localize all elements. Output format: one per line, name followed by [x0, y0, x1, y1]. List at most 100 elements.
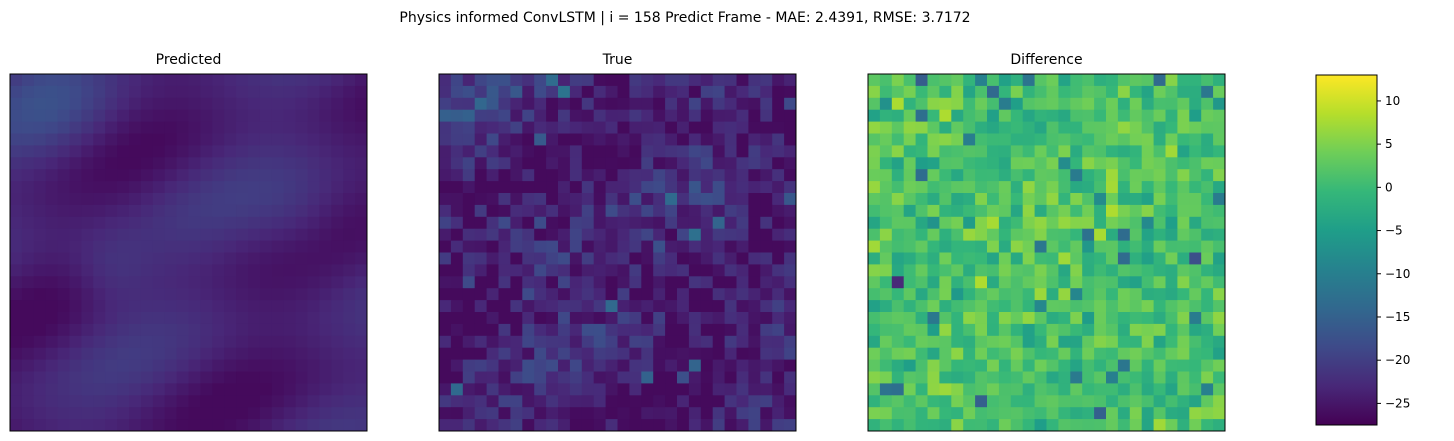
heatmap-cell [164, 204, 178, 218]
heatmap-cell [939, 419, 952, 432]
heatmap-cell [295, 145, 308, 158]
heatmap-cell [164, 157, 178, 170]
heatmap-cell [355, 97, 368, 111]
heatmap-cell [1129, 181, 1143, 194]
heatmap-cell [772, 264, 785, 277]
heatmap-cell [200, 228, 213, 242]
heatmap-cell [1106, 240, 1119, 253]
heatmap-cell [605, 252, 618, 265]
heatmap-cell [963, 204, 976, 218]
heatmap-cell [534, 109, 547, 123]
heatmap-cell [224, 252, 237, 265]
heatmap-cell [81, 193, 94, 206]
heatmap-cell [605, 169, 618, 182]
heatmap-cell [176, 323, 189, 337]
heatmap-cell [1094, 419, 1107, 432]
heatmap-cell [1082, 204, 1095, 218]
heatmap-cell [677, 359, 690, 372]
heatmap-cell [522, 252, 535, 265]
heatmap-cell [117, 193, 130, 206]
heatmap-cell [605, 312, 618, 325]
heatmap-cell [879, 419, 893, 432]
heatmap-cell [498, 371, 511, 384]
heatmap-cell [1201, 109, 1214, 123]
heatmap-cell [1058, 288, 1071, 301]
heatmap-cell [81, 276, 94, 289]
heatmap-cell [1213, 240, 1226, 253]
heatmap-cell [1117, 300, 1131, 313]
heatmap-cell [558, 335, 571, 349]
heatmap-cell [1177, 347, 1190, 361]
heatmap-cell [33, 228, 47, 242]
heatmap-cell [879, 157, 893, 170]
heatmap-cell [331, 359, 344, 372]
heatmap-cell [319, 323, 332, 337]
heatmap-cell [295, 288, 308, 301]
heatmap-cell [319, 145, 332, 158]
heatmap-cell [605, 216, 618, 230]
heatmap-cell [1165, 97, 1178, 111]
heatmap-cell [641, 133, 654, 146]
heatmap-cell [1141, 240, 1155, 253]
heatmap-cell [903, 371, 917, 384]
heatmap-cell [1094, 300, 1107, 313]
heatmap-cell [45, 85, 59, 99]
heatmap-cell [69, 323, 82, 337]
heatmap-cell [1213, 335, 1226, 349]
heatmap-cell [212, 323, 225, 337]
heatmap-cell [1189, 395, 1202, 408]
heatmap-cell [129, 419, 142, 432]
heatmap-cell [712, 383, 726, 396]
heatmap-cell [1046, 252, 1059, 265]
heatmap-cell [212, 97, 225, 111]
heatmap-cell [593, 193, 607, 206]
heatmap-cell [677, 395, 690, 408]
heatmap-cell [1058, 312, 1071, 325]
heatmap-cell [140, 181, 154, 194]
heatmap-cell [891, 97, 905, 111]
heatmap-cell [1010, 169, 1024, 182]
heatmap-cell [617, 228, 630, 242]
heatmap-cell [522, 312, 535, 325]
heatmap-cell [1153, 193, 1166, 206]
heatmap-cell [534, 193, 547, 206]
heatmap-cell [617, 276, 630, 289]
heatmap-cell [33, 204, 47, 218]
heatmap-cell [939, 288, 952, 301]
heatmap-cell [117, 181, 130, 194]
heatmap-cell [57, 169, 70, 182]
heatmap-cell [331, 157, 344, 170]
heatmap-cell [951, 240, 964, 253]
colorbar-tick-label: 5 [1385, 137, 1393, 151]
heatmap-cell [69, 181, 82, 194]
heatmap-cell [224, 121, 237, 134]
heatmap-cell [712, 240, 726, 253]
heatmap-cell [212, 383, 225, 396]
heatmap-cell [891, 216, 905, 230]
heatmap-cell [593, 419, 607, 432]
heatmap-cell [1046, 97, 1059, 111]
heatmap-cell [903, 216, 917, 230]
heatmap-cell [736, 395, 749, 408]
heatmap-cell [724, 240, 737, 253]
heatmap-cell [903, 264, 917, 277]
heatmap-cell [355, 276, 368, 289]
heatmap-cell [117, 252, 130, 265]
axes-frame-difference [867, 73, 1226, 432]
heatmap-cell [1177, 288, 1190, 301]
heatmap-cell [1189, 288, 1202, 301]
heatmap-cell [1010, 252, 1024, 265]
heatmap-cell [760, 193, 773, 206]
heatmap-cell [1177, 121, 1190, 134]
heatmap-cell [593, 109, 607, 123]
heatmap-cell [152, 216, 166, 230]
heatmap-cell [1177, 240, 1190, 253]
heatmap-cell [903, 181, 917, 194]
heatmap-cell [69, 335, 82, 349]
heatmap-cell [283, 371, 297, 384]
heatmap-cell [581, 300, 595, 313]
heatmap-cell [152, 228, 166, 242]
heatmap-cell [1177, 109, 1190, 123]
heatmap-cell [129, 181, 142, 194]
heatmap-cell [439, 193, 452, 206]
